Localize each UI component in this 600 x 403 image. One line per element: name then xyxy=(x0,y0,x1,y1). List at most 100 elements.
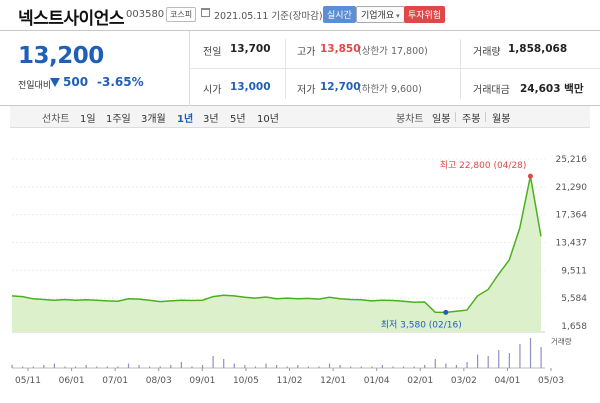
volume-bar xyxy=(32,366,34,368)
volume-bar xyxy=(529,338,532,368)
volume-bar xyxy=(455,365,458,368)
tab-5-years[interactable]: 5년 xyxy=(230,114,246,125)
volume-bar xyxy=(254,366,257,368)
min-label: 최저 3,580 (02/16) xyxy=(381,319,462,330)
volume-bar xyxy=(350,366,352,368)
volume-bar xyxy=(508,353,510,368)
upper-limit: (상한가 17,800) xyxy=(358,46,428,57)
x-tick-label: 05/03 xyxy=(538,376,564,386)
column-divider xyxy=(285,39,286,99)
volume-bar xyxy=(96,366,98,368)
volume-bar xyxy=(360,366,362,368)
x-tick-label: 10/05 xyxy=(233,376,259,386)
candle-chart-label[interactable]: 봉차트 xyxy=(396,114,424,125)
chevron-down-icon: ▾ xyxy=(396,12,400,20)
grid-divider xyxy=(190,68,600,69)
volume-bar xyxy=(127,363,130,368)
change-value: 500 xyxy=(63,75,89,89)
volume-bar xyxy=(265,363,267,368)
high-value: 13,850 xyxy=(320,43,361,55)
y-tick-label: 1,658 xyxy=(561,322,587,332)
volume-bar xyxy=(159,366,161,368)
tab-3-months[interactable]: 3개월 xyxy=(141,114,166,125)
min-point xyxy=(443,309,449,315)
volume-bar xyxy=(191,366,193,368)
column-divider xyxy=(460,39,461,99)
x-tick-label: 05/11 xyxy=(15,376,41,386)
line-chart-label[interactable]: 선차트 xyxy=(42,114,70,125)
tab-1-day[interactable]: 1일 xyxy=(80,114,96,125)
x-tick-label: 08/03 xyxy=(146,376,172,386)
volume-bar xyxy=(138,365,140,368)
price-chart[interactable]: 거래량 25,216 21,290 17,364 13,437 9,511 5,584 1,… xyxy=(0,130,600,402)
x-tick-label: 06/01 xyxy=(59,376,85,386)
volume-bar xyxy=(318,366,320,368)
x-tick-label: 02/01 xyxy=(407,376,433,386)
current-price-box: 13,200 전일대비 500 -3.65% xyxy=(0,31,190,106)
tab-1-week[interactable]: 1주일 xyxy=(106,114,131,125)
low-label: 저가 xyxy=(297,85,316,96)
volume-bar xyxy=(170,365,172,368)
volume-bar xyxy=(244,365,246,368)
y-tick-label: 17,364 xyxy=(556,211,588,221)
volume-bar xyxy=(519,344,521,368)
company-overview-label: 기업개요 xyxy=(361,11,395,21)
investment-warning-badge[interactable]: 투자위험 xyxy=(404,6,446,23)
volume-bar xyxy=(392,366,394,368)
volume-bar xyxy=(11,365,13,368)
volume-bar xyxy=(212,356,214,368)
y-tick-label: 5,584 xyxy=(561,294,587,304)
change-percent: -3.65% xyxy=(97,75,144,89)
x-tick-label: 09/01 xyxy=(189,376,215,386)
y-tick-label: 21,290 xyxy=(556,183,588,193)
volume-bar xyxy=(106,366,108,368)
company-overview-dropdown[interactable]: 기업개요 ▾ xyxy=(356,6,405,23)
volume-bar xyxy=(540,347,542,368)
volume-bar xyxy=(53,363,56,368)
tab-monthly-candle[interactable]: 월봉 xyxy=(492,114,511,125)
volume-bar xyxy=(22,366,24,368)
tab-10-years[interactable]: 10년 xyxy=(257,114,279,125)
volume-bar xyxy=(434,359,436,368)
volume-bar xyxy=(117,366,119,368)
volume-bar xyxy=(402,366,405,368)
y-tick-label: 13,437 xyxy=(556,239,588,249)
tab-daily-candle[interactable]: 일봉 xyxy=(432,114,451,125)
volume-bar xyxy=(286,366,288,368)
tab-weekly-candle[interactable]: 주봉 xyxy=(462,114,481,125)
x-tick-label: 04/01 xyxy=(494,376,520,386)
price-area xyxy=(12,176,541,332)
volume-bar xyxy=(371,366,373,368)
stock-header: 넥스트사이언스 003580 코스피 2021.05.11 기준(장마감) 실시… xyxy=(0,0,600,29)
open-label: 시가 xyxy=(203,85,222,96)
volume-bar xyxy=(445,363,447,368)
x-tick-label: 03/02 xyxy=(451,376,477,386)
tab-1-year[interactable]: 1년 xyxy=(177,114,194,125)
stock-name[interactable]: 넥스트사이언스 xyxy=(18,9,124,29)
x-tick-label: 07/01 xyxy=(102,376,128,386)
calendar-icon xyxy=(201,8,210,17)
volume-bar xyxy=(233,363,235,368)
change-label: 전일대비 xyxy=(18,81,52,91)
x-tick-label: 12/01 xyxy=(320,376,346,386)
realtime-button[interactable]: 실시간 xyxy=(323,6,356,23)
volume-bar xyxy=(297,365,299,368)
max-point xyxy=(527,173,533,179)
volume-bar xyxy=(498,350,500,368)
volume-bar xyxy=(307,366,309,368)
volume-bar xyxy=(201,365,204,368)
price-line xyxy=(11,175,542,314)
high-label: 고가 xyxy=(297,47,316,58)
open-value: 13,000 xyxy=(230,81,271,93)
volume-bar xyxy=(180,362,182,368)
volume-bar xyxy=(85,365,87,368)
tab-divider xyxy=(455,112,456,122)
y-tick-label: 25,216 xyxy=(556,155,588,165)
volume-bar xyxy=(424,365,426,368)
low-value: 12,700 xyxy=(320,81,361,93)
max-label: 최고 22,800 (04/28) xyxy=(440,160,527,171)
volume-label: 거래량 xyxy=(551,337,572,346)
volume-value: 1,858,068 xyxy=(508,43,568,55)
tab-3-years[interactable]: 3년 xyxy=(203,114,219,125)
